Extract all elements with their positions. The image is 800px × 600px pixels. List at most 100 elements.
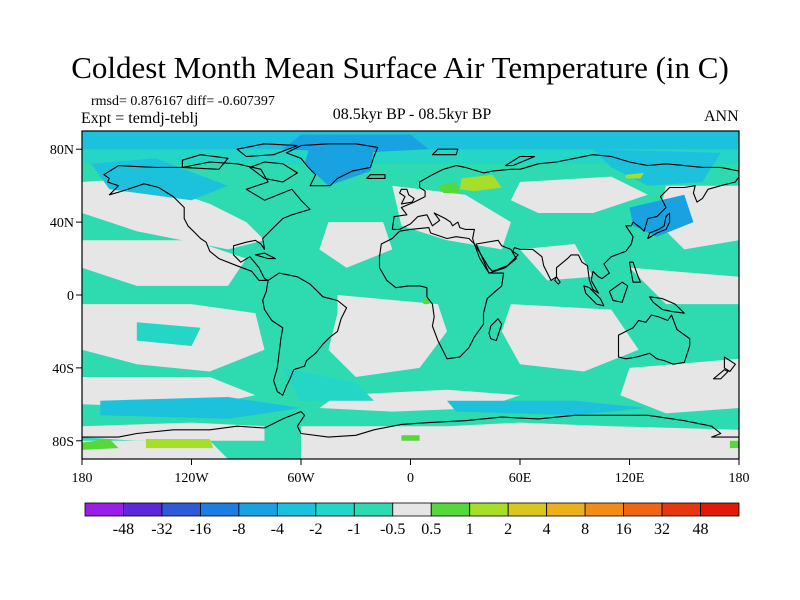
anomaly-region-warm-antarctic [729, 440, 739, 449]
x-tick-label: 60W [287, 471, 315, 486]
anomaly-region-warm-antarctic [82, 439, 119, 450]
colorbar-label: 8 [581, 521, 589, 538]
coastline-north-america [103, 161, 311, 281]
experiment-label: 08.5kyr BP - 08.5kyr BP [332, 106, 492, 123]
colorbar-box [200, 502, 240, 517]
colorbar-label: -16 [190, 521, 211, 538]
coastline-africa [378, 227, 505, 360]
colorbar-label: -1 [348, 521, 361, 538]
colorbar-label: -8 [232, 521, 245, 538]
coastline-borneo [608, 281, 629, 303]
anomaly-region-cool-siberia [593, 149, 721, 186]
coastline-new-zealand [723, 356, 736, 373]
colorbar: -48 -32 -16 -8 -4 -2 -1 -0.5 0.5 1 2 4 8 16 32 48 [84, 502, 740, 538]
anomaly-region-cool-south [282, 367, 374, 401]
anomaly-region-warm-europe [437, 182, 460, 193]
colorbar-label: 32 [654, 521, 670, 538]
anomaly-region-neutral [82, 240, 247, 286]
colorbar-label: 2 [504, 521, 512, 538]
anomaly-region-warm-siberia [625, 172, 645, 179]
anomaly-region-cool-greenland [304, 145, 374, 186]
colorbar-label: -32 [151, 521, 172, 538]
colorbar-box [546, 502, 586, 517]
anomaly-region-neutral [510, 176, 648, 213]
coastline-greenland [285, 143, 379, 187]
anomaly-region-neutral [629, 267, 739, 305]
colorbar-box [507, 502, 548, 517]
coastlines [82, 143, 739, 459]
coastline-sri-lanka [554, 276, 561, 285]
colorbar-box [353, 502, 394, 517]
x-tick-label: 180 [72, 471, 93, 486]
coastline-arabia [475, 239, 517, 274]
y-tick-label: 80N [50, 143, 74, 158]
anomaly-region-neutral [319, 222, 393, 268]
anomaly-region-cool-south [447, 400, 648, 416]
y-axis: 80N 40N 0 40S 80S [50, 143, 82, 450]
coastline-novaya-zemlya [504, 155, 536, 167]
coastline-uk [399, 188, 415, 205]
colorbar-box [123, 502, 163, 517]
x-tick-label: 180 [729, 471, 750, 486]
colorbar-label: 16 [616, 521, 632, 538]
colorbar-label: -2 [309, 521, 322, 538]
coastline-sumatra [583, 285, 605, 307]
x-tick-label: 120W [174, 471, 209, 486]
coastline-south-america [262, 272, 348, 396]
coastline-iceland [366, 174, 386, 179]
stats-line: rmsd= 0.876167 diff= -0.607397 [91, 94, 275, 109]
coastline-ellesmere [236, 143, 298, 158]
anomaly-region-neutral [501, 304, 639, 372]
y-tick-label: 40S [52, 362, 74, 377]
y-tick-label: 0 [67, 289, 74, 304]
anomaly-region-neutral [620, 358, 739, 414]
anomaly-region-warm-antarctic [145, 439, 214, 449]
x-tick-label: 0 [407, 471, 414, 486]
anomaly-region-warm-europe [459, 174, 502, 192]
coastline-arctic-islands [181, 154, 229, 170]
anomaly-region-warm-antarctic [401, 435, 420, 441]
colorbar-box [430, 502, 471, 517]
coastline-madagascar [488, 318, 503, 342]
x-tick-label: 120E [615, 471, 645, 486]
chart-title: Coldest Month Mean Surface Air Temperatu… [71, 50, 729, 85]
colorbar-box [700, 502, 740, 517]
coastline-australia [617, 314, 691, 365]
coastline-new-zealand-south [712, 369, 729, 380]
x-tick-label: 60E [509, 471, 532, 486]
colorbar-box [238, 502, 278, 517]
y-tick-label: 40N [50, 216, 74, 231]
y-tick-label: 80S [52, 435, 74, 450]
anomaly-region-neutral [82, 422, 265, 441]
anomaly-region-neutral [328, 295, 447, 377]
colorbar-box [392, 502, 432, 517]
anomaly-region-cool-neutral [82, 178, 265, 250]
colorbar-label: 4 [543, 521, 551, 538]
colorbar-box [276, 502, 317, 517]
colorbar-label: 0.5 [421, 521, 441, 538]
colorbar-box [584, 502, 624, 517]
colorbar-label: 48 [693, 521, 709, 538]
map-layer [82, 131, 739, 459]
colorbar-label: -4 [271, 521, 284, 538]
colorbar-box [623, 502, 663, 517]
colorbar-box [469, 502, 509, 517]
anomaly-region-warm-africa [423, 298, 429, 305]
coastline-baffin [249, 161, 298, 183]
coastline-philippines [628, 261, 641, 283]
coastline-new-guinea [649, 296, 685, 314]
colorbar-box [161, 502, 201, 517]
anomaly-region-neutral [301, 422, 739, 459]
coastline-antarctica [82, 411, 739, 459]
colorbar-label: -0.5 [380, 521, 405, 538]
colorbar-label: -48 [113, 521, 134, 538]
colorbar-box [84, 502, 124, 517]
expt-line: Expt = temdj-teblj [81, 110, 199, 127]
coastline-japan [647, 212, 671, 240]
colorbar-box [661, 502, 701, 517]
season-label: ANN [704, 108, 739, 125]
colorbar-box [315, 502, 355, 517]
coastline-svalbard [431, 148, 459, 156]
coastline-cuba [254, 252, 277, 260]
